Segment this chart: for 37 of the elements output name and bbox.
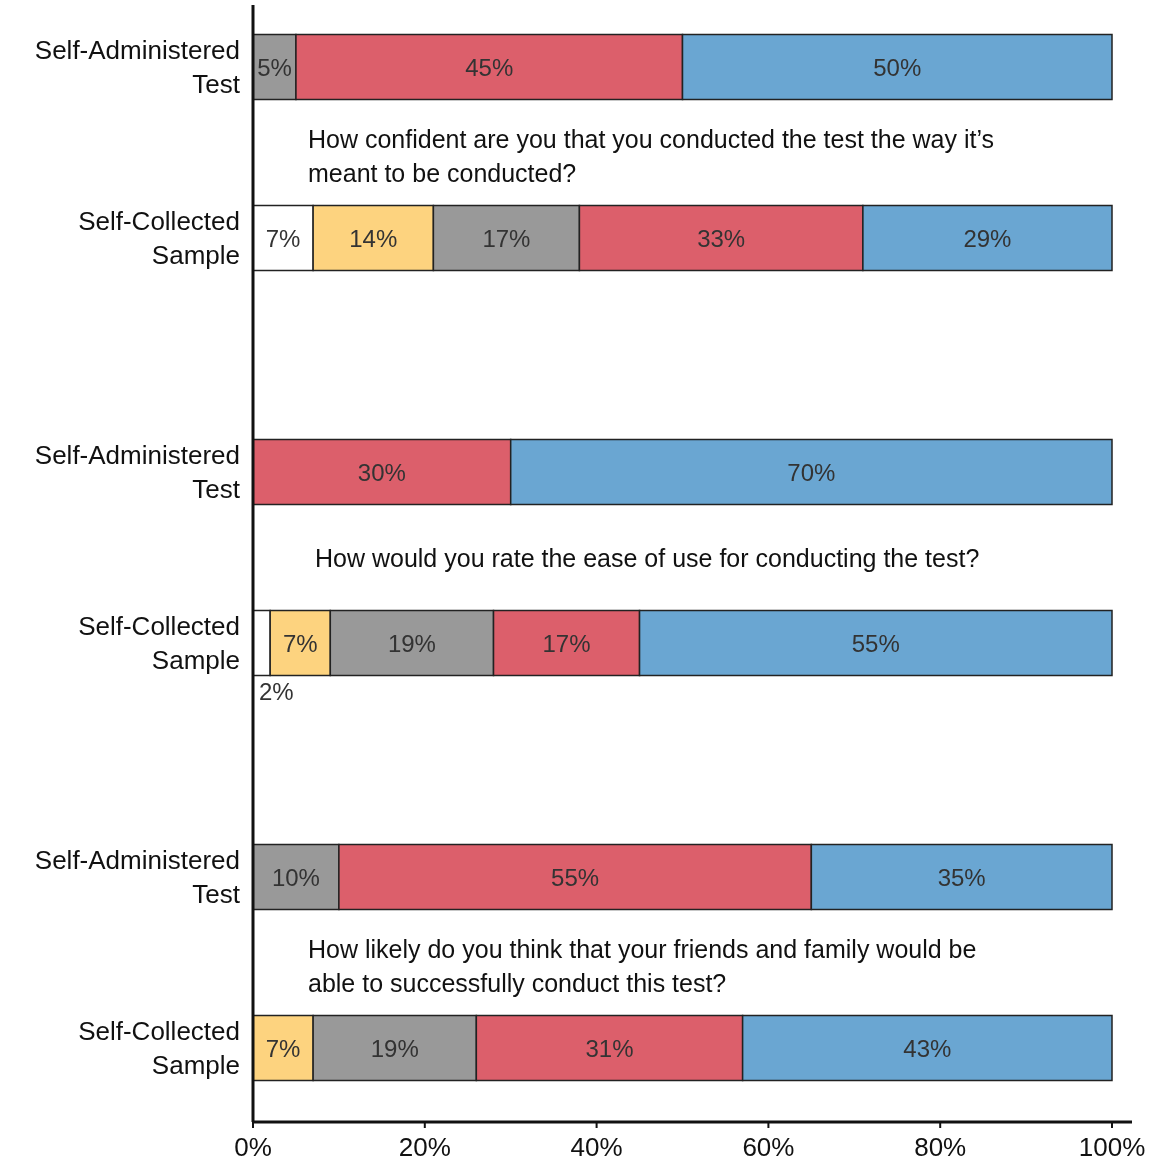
data-label: 7% bbox=[265, 225, 301, 252]
y-tick-label: Self-Administered Test bbox=[34, 440, 241, 504]
data-label: 10% bbox=[271, 864, 320, 891]
data-label: 50% bbox=[873, 54, 922, 81]
data-label: 19% bbox=[387, 630, 436, 657]
data-label: 7% bbox=[282, 630, 318, 657]
data-label: 17% bbox=[482, 225, 531, 252]
x-tick-label: 60% bbox=[742, 1132, 795, 1162]
data-label: 30% bbox=[357, 459, 406, 486]
x-tick-label: 100% bbox=[1078, 1132, 1146, 1162]
y-tick-label: Self-Collected Sample bbox=[78, 1016, 240, 1080]
data-label: 43% bbox=[903, 1035, 952, 1062]
data-label: 31% bbox=[585, 1035, 634, 1062]
data-label: 29% bbox=[963, 225, 1012, 252]
data-label: 7% bbox=[265, 1035, 301, 1062]
y-tick-label: Self-Administered Test bbox=[34, 35, 241, 99]
y-tick-label: Self-Collected Sample bbox=[78, 206, 240, 270]
annotation: How confident are you that you conducted the test the way it’s meant to be conducted? bbox=[308, 124, 995, 187]
data-label: 19% bbox=[370, 1035, 419, 1062]
data-label: 35% bbox=[937, 864, 986, 891]
data-label: 45% bbox=[465, 54, 514, 81]
x-tick-label: 80% bbox=[914, 1132, 967, 1162]
annotation: How likely do you think that your friends and family would be able to successfully conduct this test? bbox=[308, 934, 977, 997]
x-tick-label: 40% bbox=[570, 1132, 623, 1162]
data-label: 17% bbox=[542, 630, 591, 657]
data-label: 33% bbox=[697, 225, 746, 252]
data-label: 2% bbox=[259, 677, 294, 705]
y-tick-label: Self-Administered Test bbox=[34, 845, 241, 909]
data-label: 55% bbox=[551, 864, 600, 891]
data-label: 5% bbox=[257, 54, 292, 81]
data-label: 70% bbox=[787, 459, 836, 486]
x-tick-label: 0% bbox=[234, 1132, 272, 1162]
data-label: 14% bbox=[349, 225, 398, 252]
x-tick-label: 20% bbox=[398, 1132, 451, 1162]
y-tick-label: Self-Collected Sample bbox=[78, 611, 240, 675]
data-label: 55% bbox=[851, 630, 900, 657]
annotation: How would you rate the ease of use for conducting the test? bbox=[315, 543, 980, 572]
